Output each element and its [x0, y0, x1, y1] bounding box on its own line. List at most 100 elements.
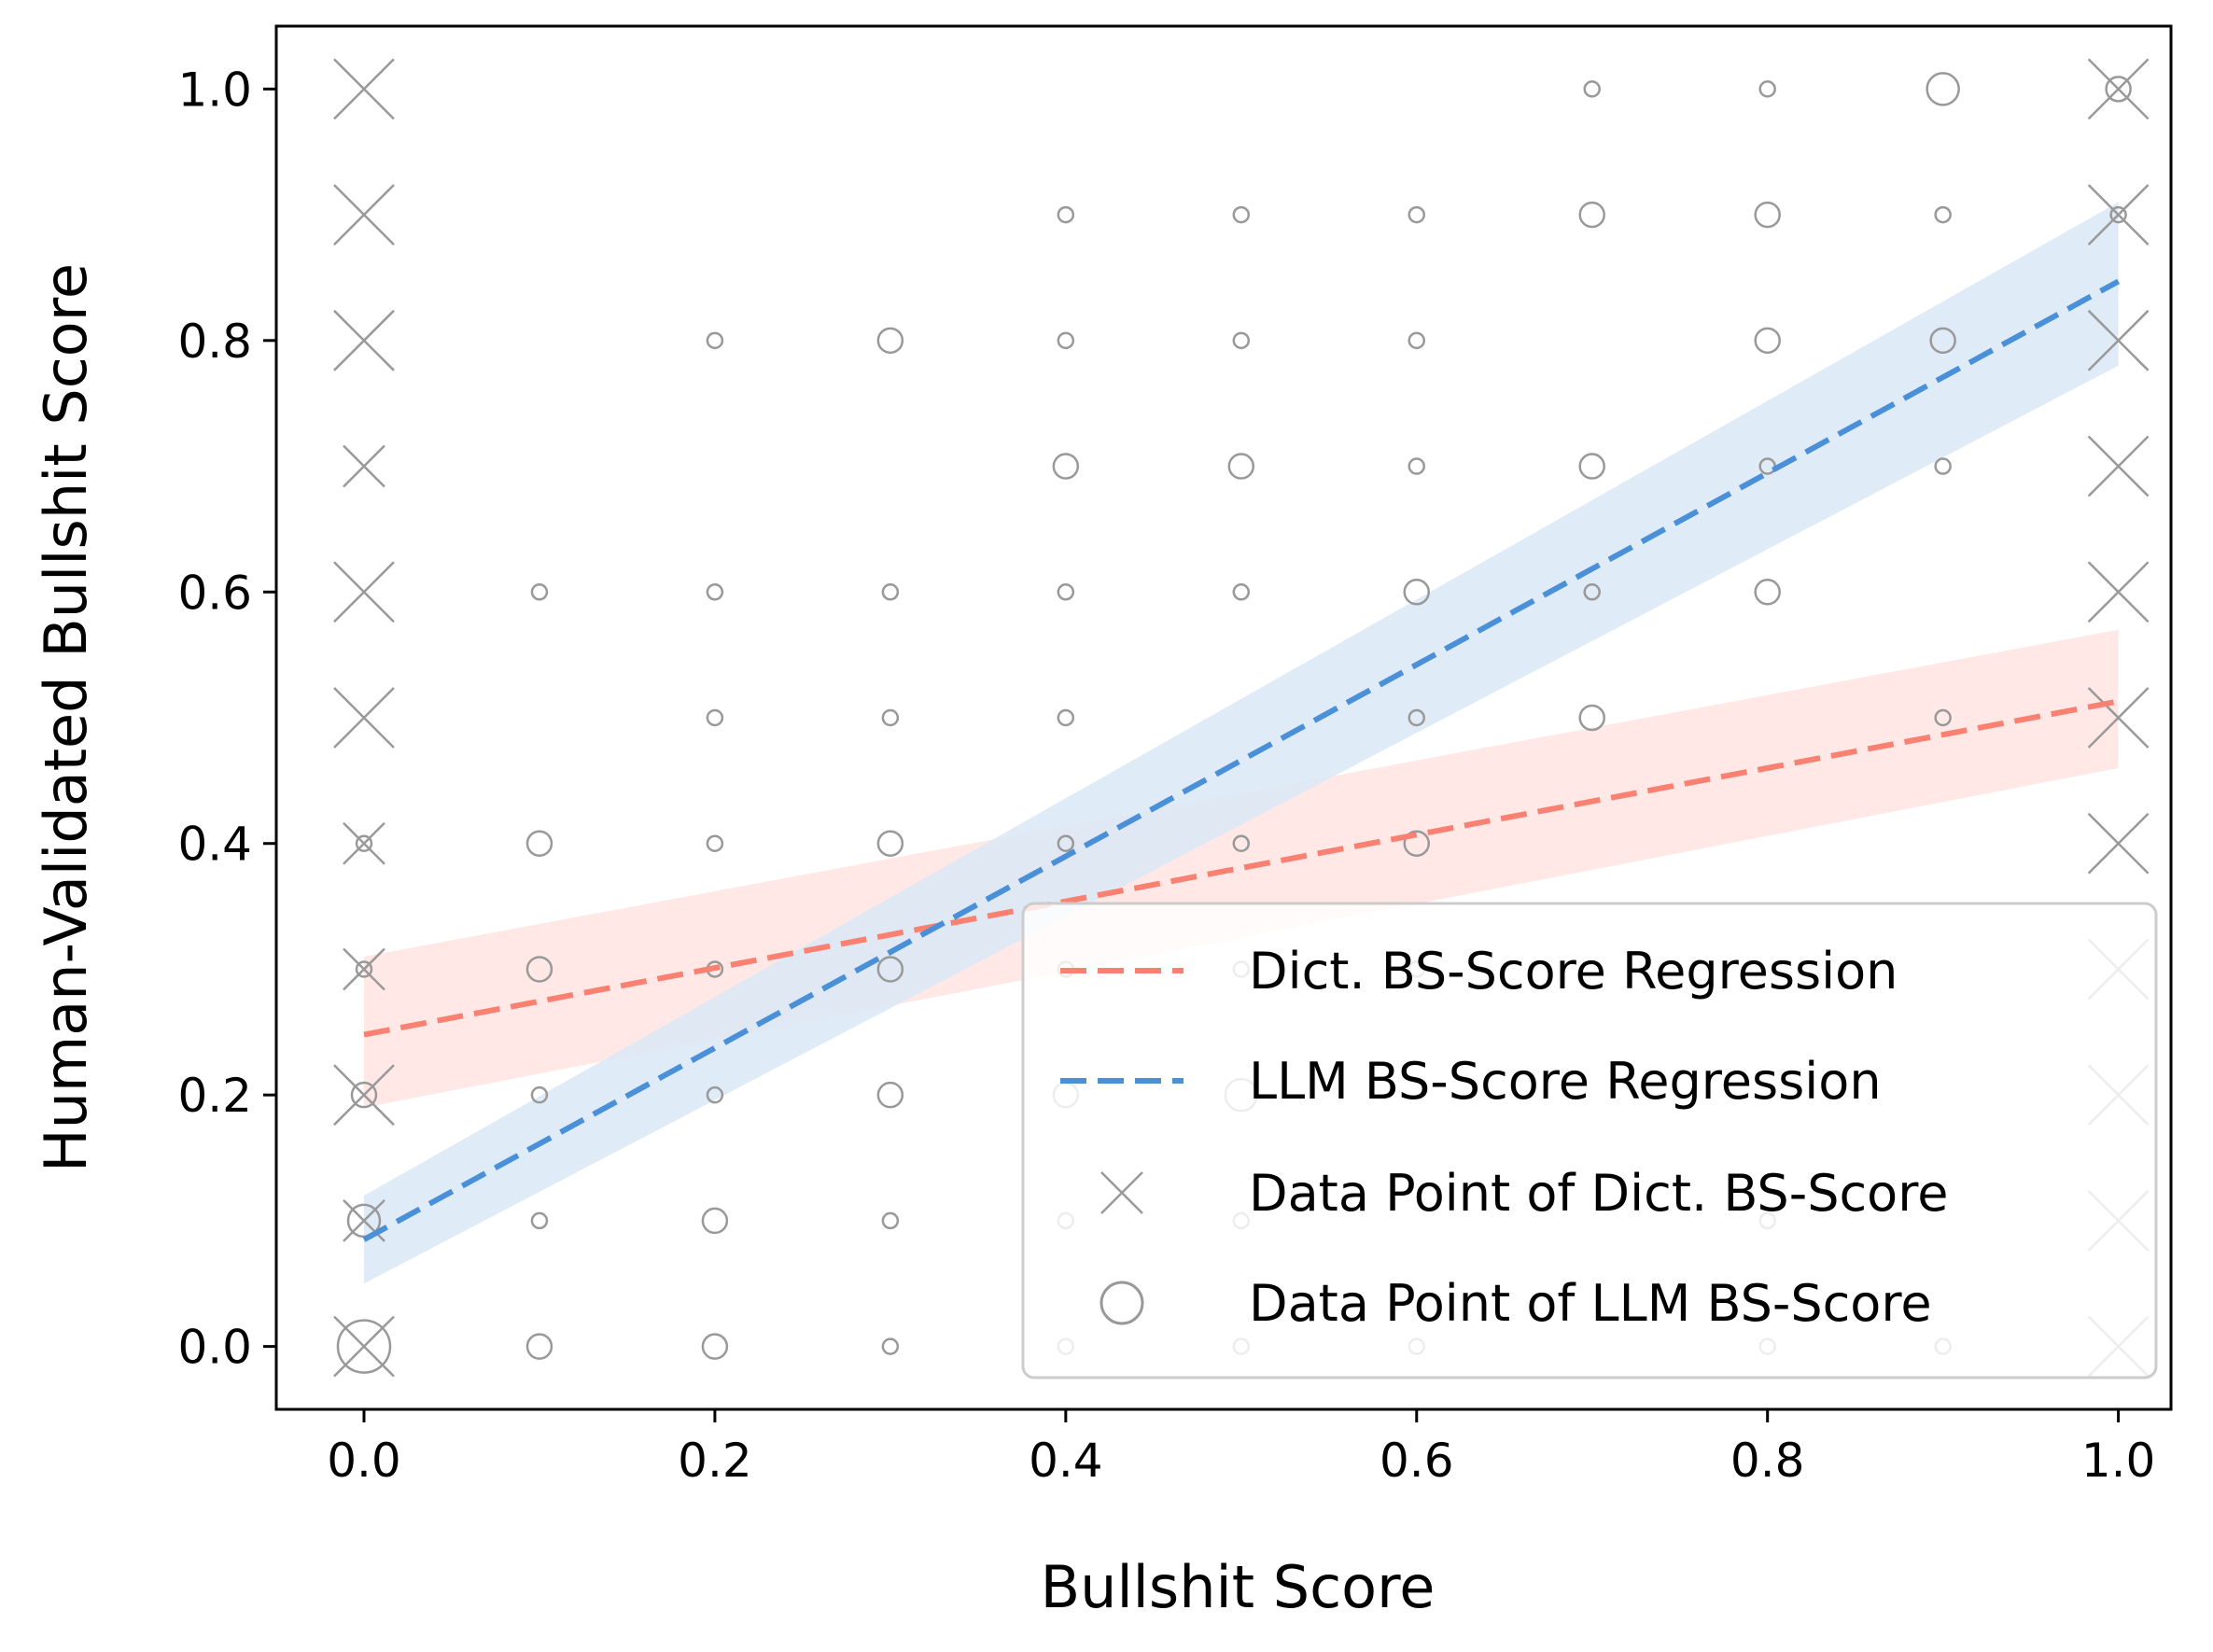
y-axis-ticks: 0.0 0.2 0.4 0.6 0.8 1.0 [177, 63, 276, 1375]
llm-data-point [355, 834, 373, 852]
llm-data-point [530, 583, 549, 601]
llm-data-point [355, 960, 373, 978]
legend-x-marker [1100, 1171, 1143, 1214]
llm-data-point [530, 1085, 549, 1104]
llm-data-point [336, 1319, 392, 1374]
confidence-bands [363, 202, 2119, 1284]
llm-data-point [1754, 327, 1781, 355]
dict-data-point [333, 687, 395, 749]
llm-data-point [1057, 708, 1075, 727]
llm-data-point [706, 331, 724, 350]
x-axis-label: Bullshit Score [1041, 1553, 1436, 1621]
llm-data-point [1934, 708, 1952, 727]
dict-data-point [343, 444, 385, 488]
llm-data-point [881, 1211, 900, 1230]
llm-data-point [1926, 72, 1960, 106]
llm-data-point [2109, 205, 2127, 224]
y-tick-label: 0.4 [177, 818, 252, 872]
legend-dict-regression-label: Dict. BS-Score Regression [1249, 942, 1898, 1001]
llm-data-point [1403, 830, 1431, 857]
dict-data-point [343, 947, 385, 991]
llm-data-point [2105, 76, 2132, 103]
plot-frame [274, 24, 2173, 1411]
llm-data-point [1232, 583, 1251, 601]
llm-data-point [1232, 834, 1251, 852]
legend-dict-points-label: Data Point of Dict. BS-Score [1249, 1164, 1948, 1223]
llm-data-point [1578, 704, 1605, 732]
llm-data-point [1583, 583, 1601, 601]
dict-data-point [333, 184, 395, 245]
x-tick-label: 0.0 [327, 1434, 401, 1488]
llm-data-point [876, 1081, 904, 1109]
y-tick-label: 0.2 [177, 1069, 252, 1123]
x-tick-label: 0.4 [1029, 1434, 1103, 1488]
llm-data-point [881, 1337, 900, 1355]
llm-data-point [701, 1207, 729, 1235]
regression-lines [362, 278, 2121, 1242]
llm-data-point [881, 583, 900, 601]
x-tick-label: 0.8 [1730, 1434, 1805, 1488]
llm-data-point [706, 1085, 724, 1104]
y-tick-label: 0.8 [177, 315, 252, 369]
legend: Dict. BS-Score Regression LLM BS-Score R… [1021, 902, 2158, 1379]
x-axis-ticks: 0.0 0.2 0.4 0.6 0.8 1.0 [327, 1409, 2155, 1488]
llm-data-point [706, 708, 724, 727]
x-tick-label: 1.0 [2081, 1434, 2156, 1488]
llm-data-point [1408, 205, 1426, 224]
dict-data-point [333, 561, 395, 623]
llm-data-point [701, 1333, 729, 1360]
llm-data-point [1758, 80, 1776, 98]
llm-data-point [1934, 205, 1952, 224]
y-tick-label: 1.0 [177, 63, 252, 117]
llm-data-point [1232, 331, 1251, 350]
dict-data-point [2087, 561, 2150, 623]
llm-data-point [876, 956, 904, 983]
llm-data-point [1578, 453, 1605, 480]
dict-data-point [333, 309, 395, 371]
llm-data-point [1934, 457, 1952, 475]
x-tick-label: 0.2 [678, 1434, 752, 1488]
llm-data-point [706, 583, 724, 601]
llm-data-point [1929, 327, 1956, 355]
dict-data-point [2087, 184, 2150, 245]
llm-data-point [1408, 331, 1426, 350]
legend-llm-regression-label: LLM BS-Score Regression [1249, 1052, 1882, 1111]
llm-data-point [1057, 331, 1075, 350]
llm-data-point [706, 834, 724, 852]
dict-data-point [2087, 687, 2150, 749]
llm-data-point [1227, 453, 1255, 480]
llm-data-point [876, 830, 904, 857]
dict-data-point [2087, 58, 2150, 120]
llm-data-point [1408, 708, 1426, 727]
llm-data-point [525, 1333, 553, 1360]
llm-data-point [530, 1211, 549, 1230]
llm-data-point [1052, 453, 1080, 480]
llm-data-point [1403, 579, 1431, 606]
y-tick-label: 0.0 [177, 1321, 252, 1375]
llm-data-point [1057, 834, 1075, 852]
llm-data-point [1583, 80, 1601, 98]
dict-data-point [333, 58, 395, 120]
llm-data-point [1057, 205, 1075, 224]
legend-box [1021, 902, 2158, 1379]
llm-data-point [881, 708, 900, 727]
llm-data-point [1408, 457, 1426, 475]
llm-data-point [525, 830, 553, 857]
legend-llm-points-label: Data Point of LLM BS-Score [1249, 1274, 1932, 1333]
llm-data-point [1232, 205, 1251, 224]
llm-data-point [350, 1081, 378, 1109]
llm-data-point [1754, 201, 1781, 229]
legend-circle-marker [1099, 1281, 1144, 1325]
dict-data-point [2087, 435, 2150, 497]
llm-confidence-band [363, 202, 2119, 1284]
dict-data-point [333, 1315, 395, 1378]
y-tick-label: 0.6 [177, 566, 252, 620]
legend-x-glyph [1100, 1171, 1143, 1214]
llm-data-point [525, 956, 553, 983]
llm-data-point [1578, 201, 1605, 229]
llm-data-point [1057, 583, 1075, 601]
x-tick-label: 0.6 [1380, 1434, 1454, 1488]
llm-regression-line [362, 278, 2121, 1242]
dict-data-point [2087, 812, 2150, 875]
